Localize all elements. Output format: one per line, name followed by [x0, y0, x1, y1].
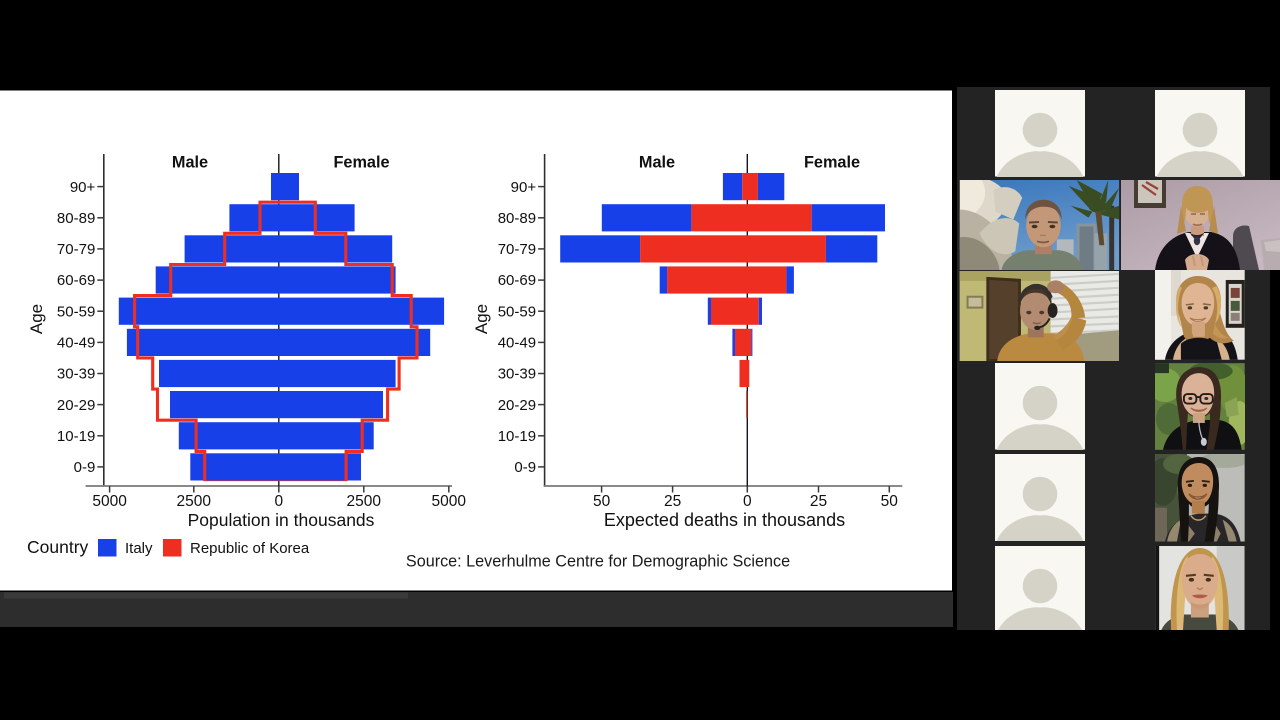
svg-text:2500: 2500: [347, 493, 382, 510]
svg-text:Age: Age: [27, 304, 46, 334]
svg-text:2500: 2500: [177, 493, 212, 510]
svg-text:Country: Country: [27, 537, 89, 557]
svg-text:10-19: 10-19: [57, 428, 95, 445]
svg-text:80-89: 80-89: [498, 210, 536, 227]
svg-text:25: 25: [664, 493, 681, 510]
svg-text:40-49: 40-49: [498, 335, 536, 352]
svg-text:60-69: 60-69: [498, 272, 536, 289]
svg-text:90+: 90+: [70, 179, 96, 196]
svg-text:Female: Female: [804, 154, 860, 172]
svg-text:Source: Leverhulme Centre for: Source: Leverhulme Centre for Demographi…: [406, 553, 790, 571]
svg-text:Male: Male: [639, 154, 675, 172]
svg-text:0-9: 0-9: [74, 459, 96, 476]
svg-text:50-59: 50-59: [57, 303, 95, 320]
svg-text:50: 50: [881, 493, 899, 510]
svg-text:0-9: 0-9: [514, 459, 536, 476]
svg-text:Republic of Korea: Republic of Korea: [190, 540, 310, 557]
svg-text:90+: 90+: [511, 179, 537, 196]
svg-text:Age: Age: [472, 304, 491, 334]
svg-text:10-19: 10-19: [498, 428, 536, 445]
svg-text:60-69: 60-69: [57, 272, 95, 289]
svg-text:0: 0: [274, 493, 283, 510]
svg-text:Population in thousands: Population in thousands: [188, 510, 375, 530]
svg-text:25: 25: [810, 493, 827, 510]
svg-text:50: 50: [593, 493, 611, 510]
svg-text:30-39: 30-39: [57, 366, 95, 383]
svg-text:5000: 5000: [432, 493, 467, 510]
svg-text:50-59: 50-59: [498, 303, 536, 320]
svg-text:70-79: 70-79: [57, 241, 95, 258]
svg-text:Female: Female: [333, 154, 389, 172]
svg-text:70-79: 70-79: [498, 241, 536, 258]
svg-text:Italy: Italy: [125, 540, 153, 557]
svg-text:30-39: 30-39: [498, 366, 536, 383]
svg-text:20-29: 20-29: [57, 397, 95, 414]
svg-text:5000: 5000: [92, 493, 127, 510]
svg-text:Expected deaths in thousands: Expected deaths in thousands: [604, 510, 845, 530]
svg-text:20-29: 20-29: [498, 397, 536, 414]
svg-text:80-89: 80-89: [57, 210, 95, 227]
svg-text:0: 0: [743, 493, 752, 510]
svg-text:40-49: 40-49: [57, 335, 95, 352]
svg-text:Male: Male: [172, 154, 208, 172]
